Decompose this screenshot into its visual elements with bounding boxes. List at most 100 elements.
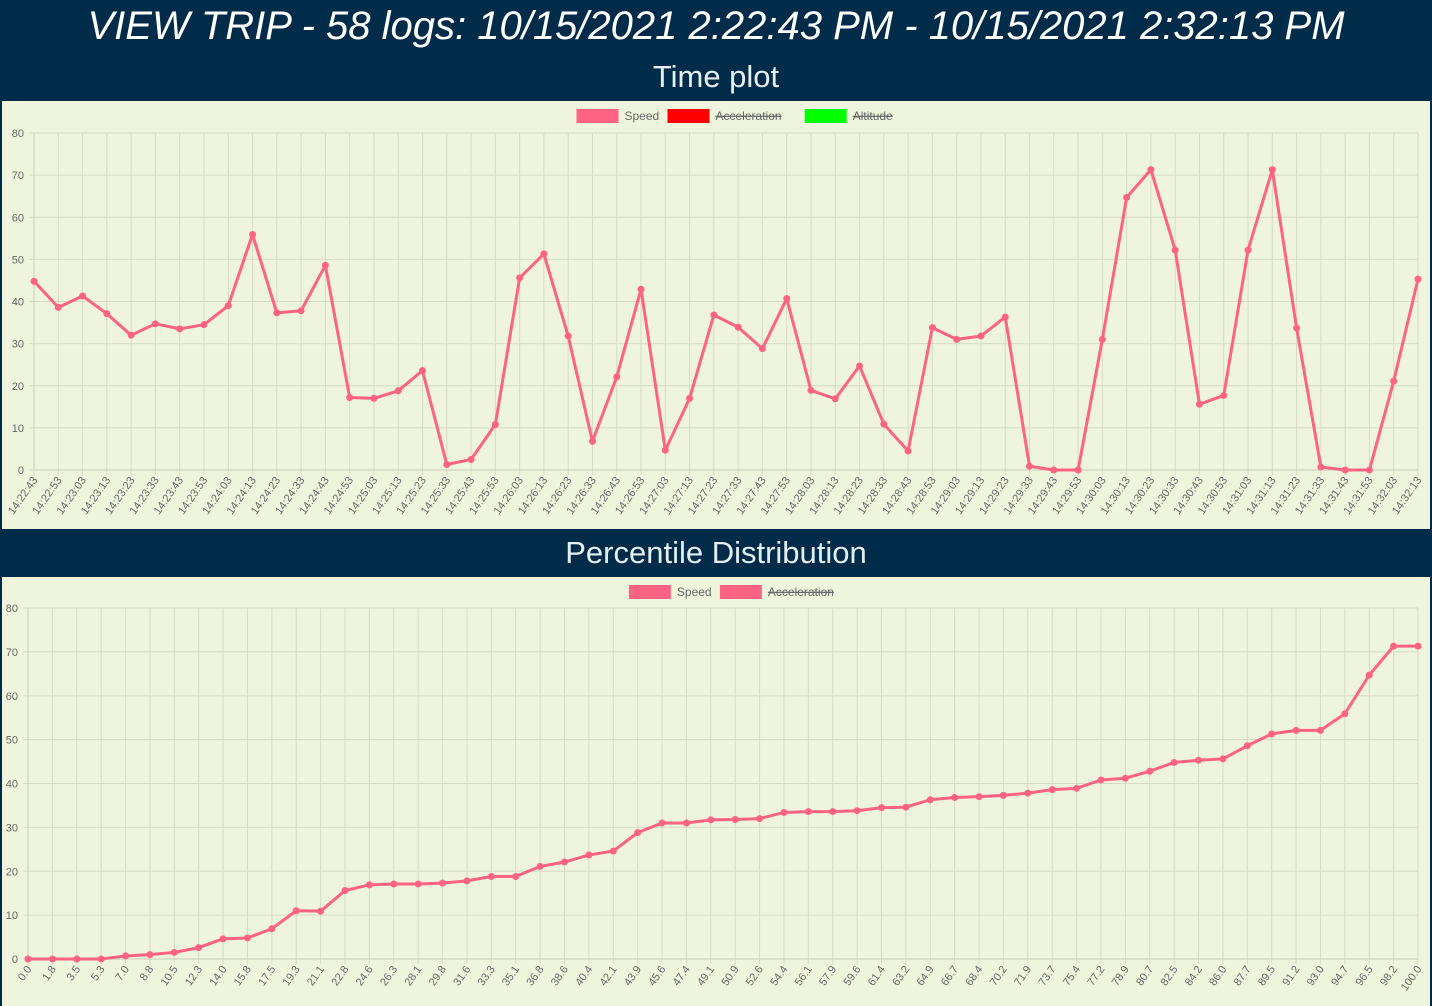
data-point[interactable] [244, 935, 250, 941]
data-point[interactable] [1172, 247, 1178, 253]
data-point[interactable] [147, 952, 153, 958]
data-point[interactable] [759, 346, 765, 352]
data-point[interactable] [1098, 777, 1104, 783]
data-point[interactable] [104, 311, 110, 317]
data-point[interactable] [1342, 711, 1348, 717]
legend[interactable]: Speed Acceleration Altitude [577, 109, 894, 123]
data-point[interactable] [419, 368, 425, 374]
data-point[interactable] [1220, 756, 1226, 762]
data-point[interactable] [683, 820, 689, 826]
data-point[interactable] [31, 278, 37, 284]
data-point[interactable] [879, 805, 885, 811]
legend-item-altitude[interactable]: Altitude [805, 109, 893, 123]
data-point[interactable] [440, 880, 446, 886]
data-point[interactable] [1366, 672, 1372, 678]
data-point[interactable] [857, 363, 863, 369]
data-point[interactable] [927, 797, 933, 803]
legend-item-speed[interactable]: Speed [577, 109, 660, 123]
data-point[interactable] [1244, 743, 1250, 749]
data-point[interactable] [80, 293, 86, 299]
legend-item-acceleration[interactable]: Acceleration [668, 109, 782, 123]
data-point[interactable] [1196, 757, 1202, 763]
data-point[interactable] [298, 308, 304, 314]
data-point[interactable] [1027, 463, 1033, 469]
data-point[interactable] [488, 874, 494, 880]
data-point[interactable] [1245, 247, 1251, 253]
data-point[interactable] [662, 447, 668, 453]
data-point[interactable] [1269, 167, 1275, 173]
data-point[interactable] [929, 325, 935, 331]
data-point[interactable] [735, 324, 741, 330]
data-point[interactable] [832, 396, 838, 402]
data-point[interactable] [269, 926, 275, 932]
data-point[interactable] [610, 848, 616, 854]
data-point[interactable] [1294, 325, 1300, 331]
data-point[interactable] [687, 395, 693, 401]
data-point[interactable] [589, 438, 595, 444]
data-point[interactable] [415, 881, 421, 887]
legend-swatch[interactable] [720, 585, 762, 599]
data-point[interactable] [1074, 785, 1080, 791]
legend-label[interactable]: Speed [677, 585, 712, 599]
data-point[interactable] [1318, 464, 1324, 470]
data-point[interactable] [220, 936, 226, 942]
data-point[interactable] [541, 251, 547, 257]
legend-label[interactable]: Altitude [853, 109, 893, 123]
data-point[interactable] [830, 809, 836, 815]
data-point[interactable] [635, 830, 641, 836]
data-point[interactable] [1317, 727, 1323, 733]
data-point[interactable] [1148, 167, 1154, 173]
data-point[interactable] [444, 462, 450, 468]
data-point[interactable] [1269, 731, 1275, 737]
legend-swatch[interactable] [629, 585, 671, 599]
data-point[interactable] [565, 333, 571, 339]
data-point[interactable] [371, 395, 377, 401]
data-point[interactable] [201, 322, 207, 328]
legend-item-acceleration[interactable]: Acceleration [720, 585, 834, 599]
data-point[interactable] [225, 303, 231, 309]
data-point[interactable] [464, 878, 470, 884]
data-point[interactable] [25, 956, 31, 962]
data-point[interactable] [1147, 768, 1153, 774]
legend-item-speed[interactable]: Speed [629, 585, 712, 599]
data-point[interactable] [128, 332, 134, 338]
data-point[interactable] [1099, 336, 1105, 342]
data-point[interactable] [978, 333, 984, 339]
legend-label[interactable]: Speed [625, 109, 660, 123]
data-point[interactable] [322, 262, 328, 268]
data-point[interactable] [366, 882, 372, 888]
data-point[interactable] [1391, 643, 1397, 649]
data-point[interactable] [1415, 276, 1421, 282]
data-point[interactable] [318, 908, 324, 914]
data-point[interactable] [152, 321, 158, 327]
data-point[interactable] [492, 422, 498, 428]
data-point[interactable] [1051, 467, 1057, 473]
data-point[interactable] [905, 448, 911, 454]
data-point[interactable] [952, 795, 958, 801]
data-point[interactable] [708, 817, 714, 823]
data-point[interactable] [561, 859, 567, 865]
data-point[interactable] [49, 956, 55, 962]
data-point[interactable] [1124, 194, 1130, 200]
data-point[interactable] [1000, 792, 1006, 798]
data-point[interactable] [391, 881, 397, 887]
legend-swatch[interactable] [668, 109, 710, 123]
data-point[interactable] [1391, 378, 1397, 384]
data-point[interactable] [784, 296, 790, 302]
data-point[interactable] [781, 809, 787, 815]
data-point[interactable] [1122, 775, 1128, 781]
data-point[interactable] [586, 852, 592, 858]
data-point[interactable] [513, 874, 519, 880]
data-point[interactable] [976, 794, 982, 800]
legend[interactable]: Speed Acceleration [629, 585, 834, 599]
data-point[interactable] [638, 286, 644, 292]
data-point[interactable] [177, 326, 183, 332]
data-point[interactable] [55, 304, 61, 310]
data-point[interactable] [274, 310, 280, 316]
data-point[interactable] [395, 388, 401, 394]
legend-swatch[interactable] [805, 109, 847, 123]
data-point[interactable] [1342, 467, 1348, 473]
data-point[interactable] [196, 945, 202, 951]
data-point[interactable] [1025, 790, 1031, 796]
data-point[interactable] [250, 232, 256, 238]
